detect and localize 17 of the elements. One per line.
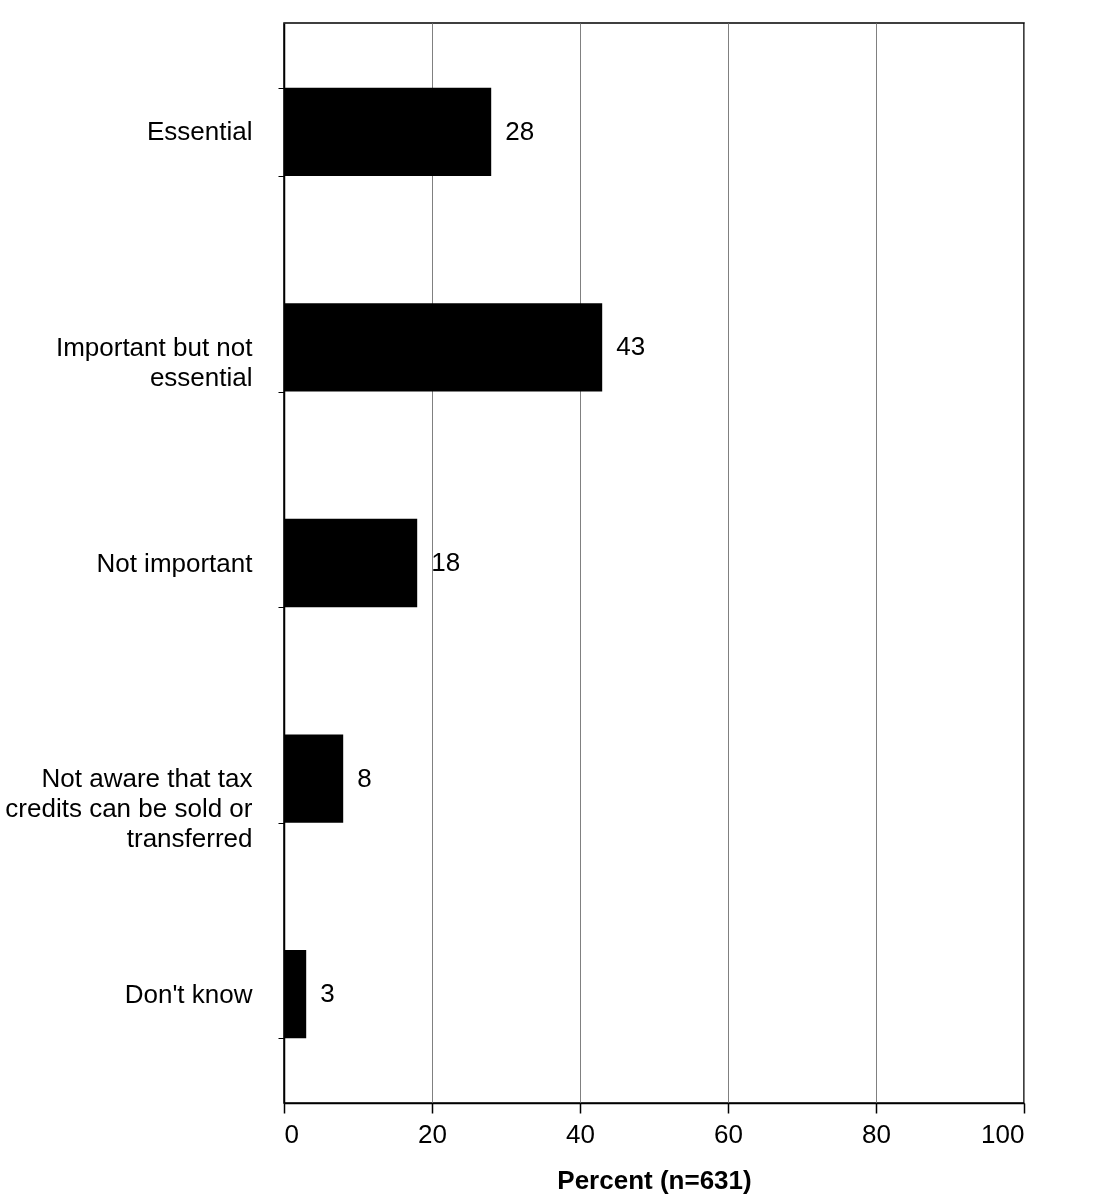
x-tick-label: 60 — [714, 1118, 743, 1149]
x-tick-label: 80 — [862, 1118, 891, 1149]
y-tick-label: Not aware that tax credits can be sold or transferred — [5, 763, 253, 854]
x-axis-title: Percent (n=631) — [557, 1164, 752, 1195]
x-tick-label: 100 — [981, 1118, 1025, 1149]
x-tick-label: 40 — [566, 1118, 595, 1149]
data-label: 28 — [505, 115, 535, 146]
data-label: 18 — [431, 547, 461, 577]
x-tick-label: 0 — [284, 1118, 299, 1149]
y-tick-label: Don't know — [124, 978, 253, 1009]
data-label: 8 — [357, 762, 372, 793]
y-tick-label: Not important — [96, 547, 254, 578]
y-tick-label: Important but not essential — [55, 331, 254, 392]
data-label: 43 — [616, 331, 646, 362]
x-tick-label: 20 — [418, 1118, 447, 1149]
y-tick-label: Essential — [147, 116, 253, 147]
data-label: 3 — [320, 978, 335, 1009]
